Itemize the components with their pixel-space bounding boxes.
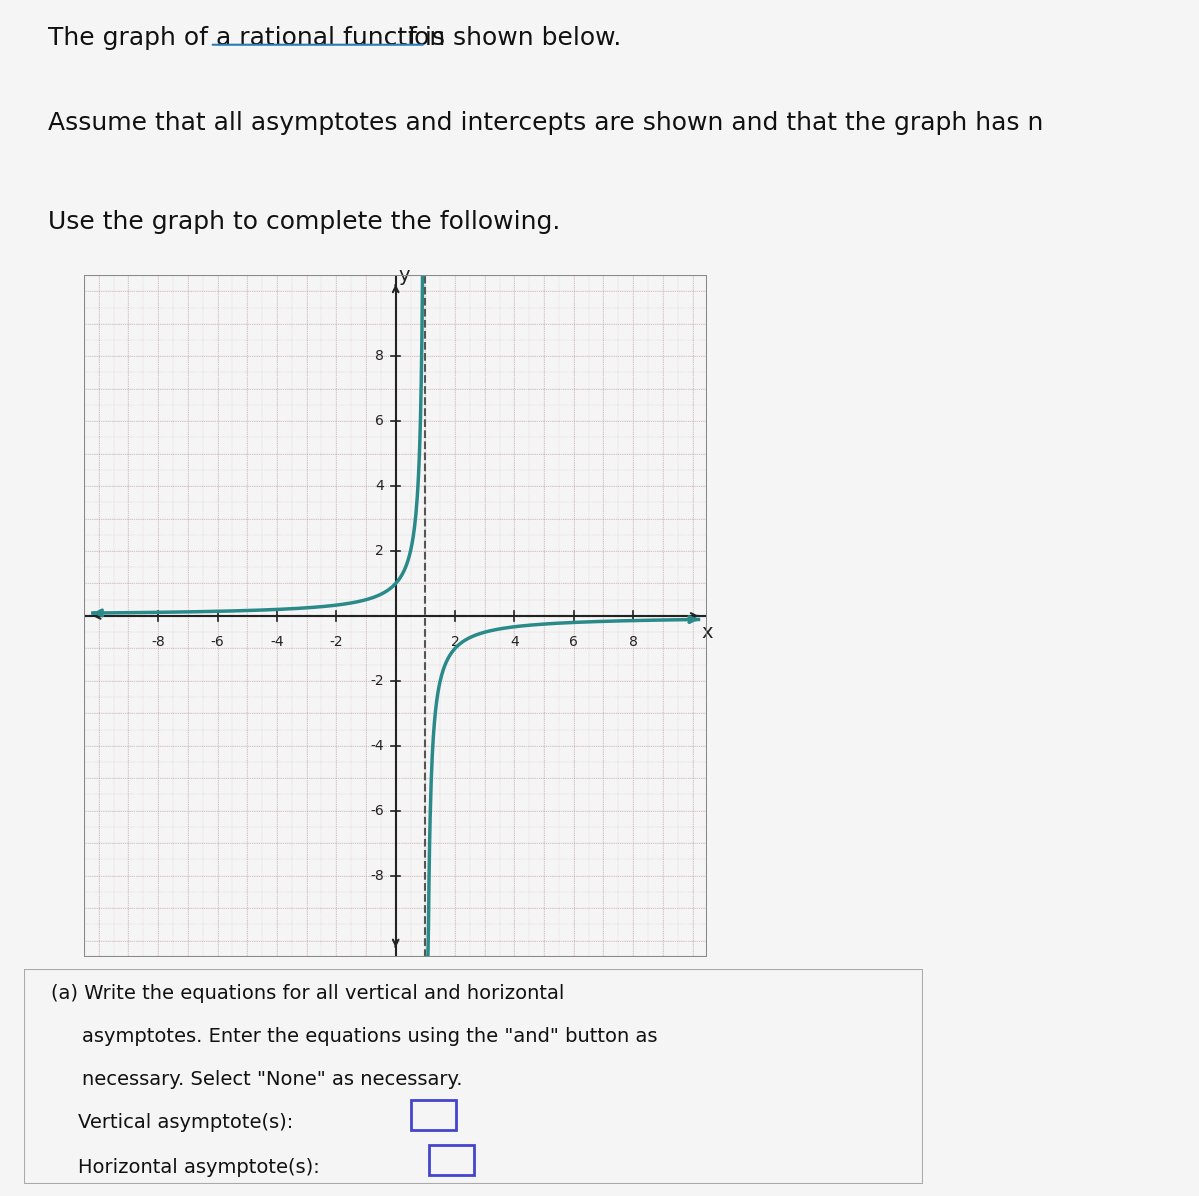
Text: 2: 2 xyxy=(451,635,459,649)
Text: Horizontal asymptote(s):: Horizontal asymptote(s): xyxy=(78,1158,320,1177)
Text: x: x xyxy=(701,623,713,642)
Bar xyxy=(84,275,707,957)
Text: 4: 4 xyxy=(510,635,519,649)
Text: 4: 4 xyxy=(375,480,384,493)
Text: -2: -2 xyxy=(370,673,384,688)
Text: -8: -8 xyxy=(151,635,165,649)
Text: Vertical asymptote(s):: Vertical asymptote(s): xyxy=(78,1113,294,1131)
Text: 8: 8 xyxy=(628,635,638,649)
Text: The graph of a rational function: The graph of a rational function xyxy=(48,26,453,50)
Text: -8: -8 xyxy=(370,868,384,883)
Text: (a) Write the equations for all vertical and horizontal: (a) Write the equations for all vertical… xyxy=(50,984,565,1002)
Text: -2: -2 xyxy=(330,635,343,649)
Text: 8: 8 xyxy=(375,349,384,364)
Text: -4: -4 xyxy=(270,635,284,649)
Text: Use the graph to complete the following.: Use the graph to complete the following. xyxy=(48,210,560,234)
Text: f is shown below.: f is shown below. xyxy=(48,26,621,50)
Text: 6: 6 xyxy=(570,635,578,649)
Text: y: y xyxy=(399,266,410,285)
Text: -6: -6 xyxy=(211,635,224,649)
Text: necessary. Select "None" as necessary.: necessary. Select "None" as necessary. xyxy=(83,1070,463,1088)
Text: -4: -4 xyxy=(370,739,384,752)
Text: asymptotes. Enter the equations using the "and" button as: asymptotes. Enter the equations using th… xyxy=(83,1027,658,1045)
Bar xyxy=(429,1146,474,1176)
Text: 6: 6 xyxy=(375,414,384,428)
Text: Assume that all asymptotes and intercepts are shown and that the graph has n: Assume that all asymptotes and intercept… xyxy=(48,110,1043,134)
Bar xyxy=(410,1100,456,1130)
Text: -6: -6 xyxy=(370,804,384,818)
Text: 2: 2 xyxy=(375,544,384,559)
